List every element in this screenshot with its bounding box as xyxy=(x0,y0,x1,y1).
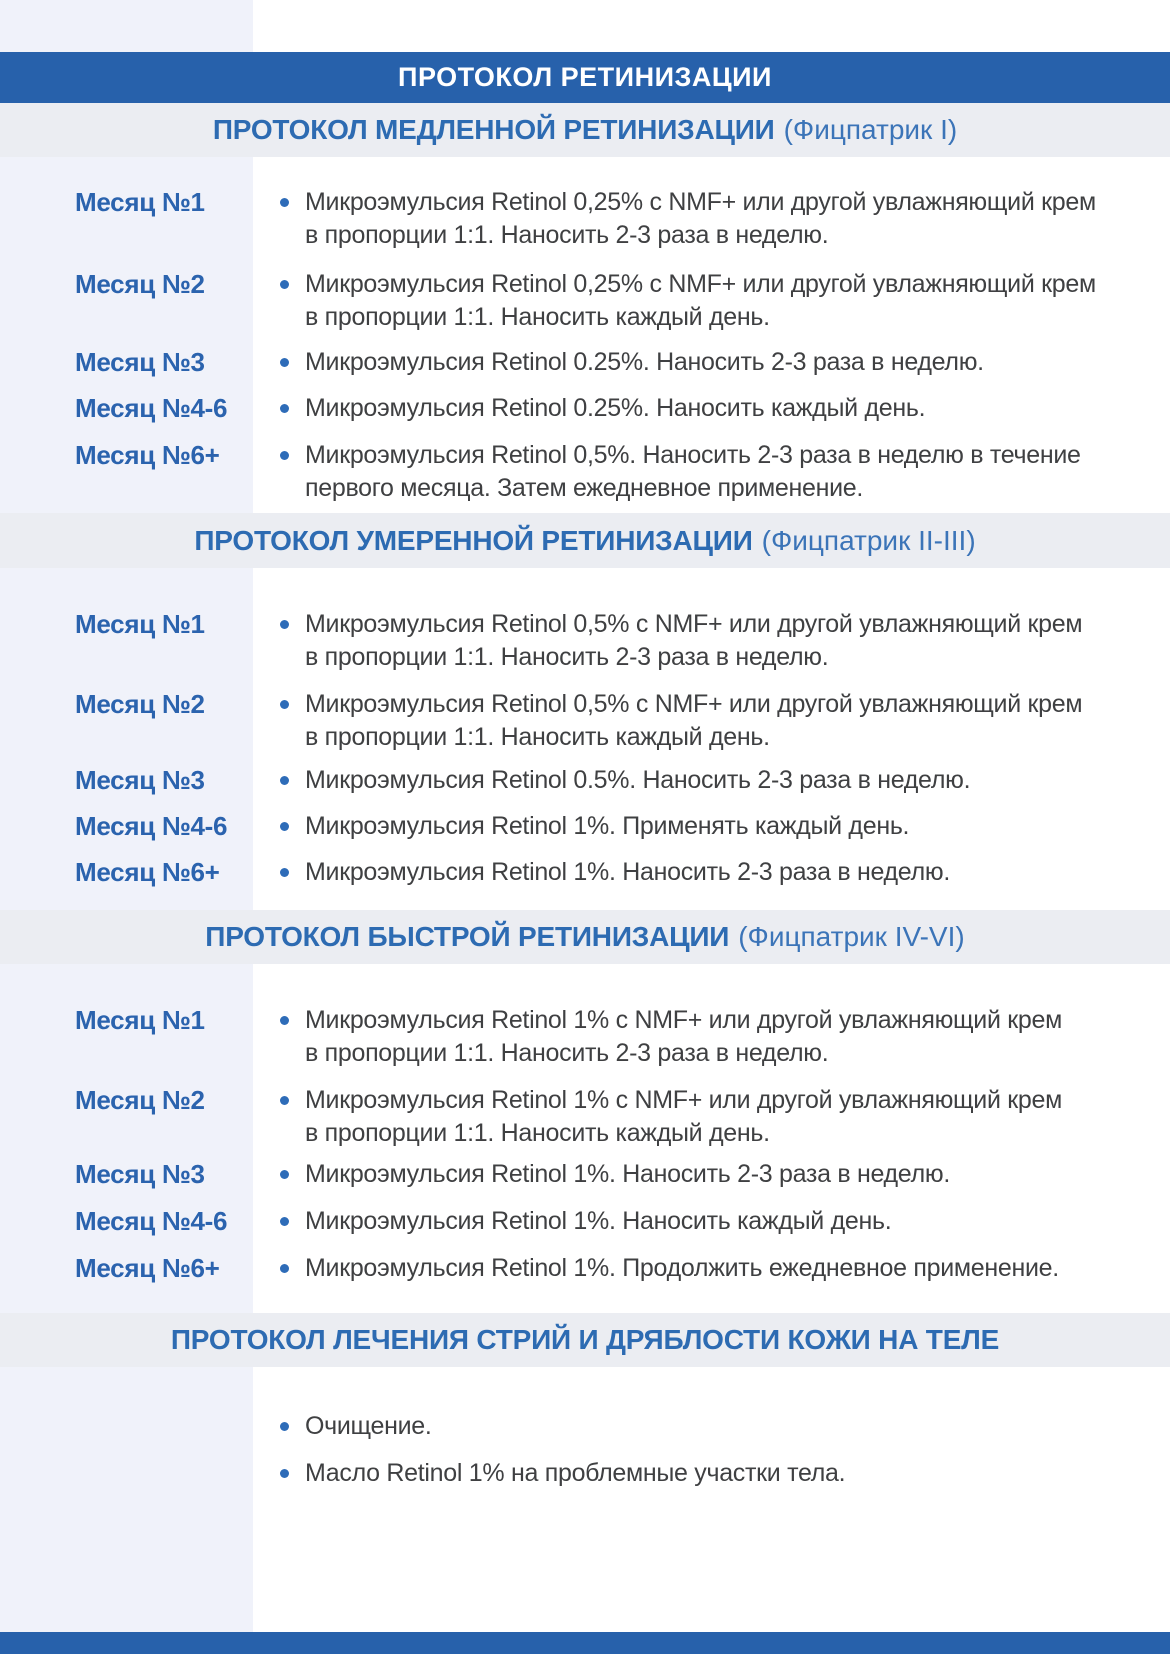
section-band-moderate: ПРОТОКОЛ УМЕРЕННОЙ РЕТИНИЗАЦИИ (Фицпатри… xyxy=(0,513,1170,568)
protocol-item-text: Микроэмульсия Retinol 1%. Продолжить еже… xyxy=(305,1254,1059,1282)
protocol-item-text: Микроэмульсия Retinol 0.5%. Наносить 2-3… xyxy=(305,766,971,794)
month-label: Месяц №1 xyxy=(75,1005,205,1035)
protocol-item-text: Микроэмульсия Retinol 0,25% с NMF+ или д… xyxy=(305,188,1096,249)
bullet-icon xyxy=(280,1096,289,1105)
month-label: Месяц №1 xyxy=(75,187,205,217)
bullet-icon xyxy=(280,198,289,207)
section-title-slow: ПРОТОКОЛ МЕДЛЕННОЙ РЕТИНИЗАЦИИ xyxy=(212,114,775,145)
protocol-item-text: Микроэмульсия Retinol 1% с NMF+ или друг… xyxy=(305,1086,1063,1147)
protocol-item-text: Микроэмульсия Retinol 0,5% с NMF+ или др… xyxy=(305,690,1083,751)
bullet-icon xyxy=(280,620,289,629)
protocol-item-text: Микроэмульсия Retinol 1%. Наносить кажды… xyxy=(305,1207,892,1235)
section-band-slow: ПРОТОКОЛ МЕДЛЕННОЙ РЕТИНИЗАЦИИ (Фицпатри… xyxy=(0,103,1170,157)
month-label: Месяц №4-6 xyxy=(75,1206,228,1236)
section-note-moderate: (Фицпатрик II-III) xyxy=(761,524,976,556)
section-note-fast: (Фицпатрик IV-VI) xyxy=(738,921,965,952)
protocol-item-text: Очищение. xyxy=(305,1412,432,1440)
protocol-item-text: Микроэмульсия Retinol 0.25%. Наносить 2-… xyxy=(305,348,984,376)
protocol-item-text: Микроэмульсия Retinol 0,5%. Наносить 2-3… xyxy=(305,441,1081,502)
bullet-icon xyxy=(280,280,289,289)
month-label: Месяц №4-6 xyxy=(75,393,228,423)
bullet-icon xyxy=(280,404,289,413)
month-label: Месяц №6+ xyxy=(75,440,220,470)
month-label: Месяц №6+ xyxy=(75,857,220,887)
bullet-icon xyxy=(280,1217,289,1226)
protocol-item-text: Микроэмульсия Retinol 1% с NMF+ или друг… xyxy=(305,1006,1063,1067)
bullet-icon xyxy=(280,1264,289,1273)
protocol-item-text: Микроэмульсия Retinol 0,25% с NMF+ или д… xyxy=(305,270,1096,331)
page-title: ПРОТОКОЛ РЕТИНИЗАЦИИ xyxy=(398,62,772,92)
section-band-body: ПРОТОКОЛ ЛЕЧЕНИЯ СТРИЙ И ДРЯБЛОСТИ КОЖИ … xyxy=(0,1313,1170,1367)
footer-bar xyxy=(0,1632,1170,1654)
protocol-item-text: Микроэмульсия Retinol 1%. Наносить 2-3 р… xyxy=(305,1160,950,1188)
protocol-item-text: Масло Retinol 1% на проблемные участки т… xyxy=(305,1459,846,1487)
bullet-icon xyxy=(280,451,289,460)
month-label: Месяц №2 xyxy=(75,1085,205,1115)
section-title-body: ПРОТОКОЛ ЛЕЧЕНИЯ СТРИЙ И ДРЯБЛОСТИ КОЖИ … xyxy=(170,1324,1000,1355)
left-column-background xyxy=(0,0,253,1650)
bullet-icon xyxy=(280,700,289,709)
protocol-item-text: Микроэмульсия Retinol 1%. Применять кажд… xyxy=(305,812,910,840)
protocol-item-text: Микроэмульсия Retinol 1%. Наносить 2-3 р… xyxy=(305,858,950,886)
bullet-icon xyxy=(280,822,289,831)
bullet-icon xyxy=(280,358,289,367)
header-bar: ПРОТОКОЛ РЕТИНИЗАЦИИ xyxy=(0,52,1170,103)
section-title-fast: ПРОТОКОЛ БЫСТРОЙ РЕТИНИЗАЦИИ xyxy=(205,921,730,952)
section-note-slow: (Фицпатрик I) xyxy=(783,114,958,145)
section-band-fast: ПРОТОКОЛ БЫСТРОЙ РЕТИНИЗАЦИИ (Фицпатрик … xyxy=(0,910,1170,964)
bullet-icon xyxy=(280,868,289,877)
bullet-icon xyxy=(280,1170,289,1179)
month-label: Месяц №1 xyxy=(75,609,205,639)
section-title-moderate: ПРОТОКОЛ УМЕРЕННОЙ РЕТИНИЗАЦИИ xyxy=(194,524,753,556)
month-label: Месяц №2 xyxy=(75,269,205,299)
month-label: Месяц №6+ xyxy=(75,1253,220,1283)
protocol-item-text: Микроэмульсия Retinol 0,5% с NMF+ или др… xyxy=(305,610,1083,671)
month-label: Месяц №4-6 xyxy=(75,811,228,841)
bullet-icon xyxy=(280,776,289,785)
bullet-icon xyxy=(280,1016,289,1025)
month-label: Месяц №3 xyxy=(75,1159,205,1189)
bullet-icon xyxy=(280,1422,289,1431)
protocol-item-text: Микроэмульсия Retinol 0.25%. Наносить ка… xyxy=(305,394,926,422)
month-label: Месяц №2 xyxy=(75,689,205,719)
month-label: Месяц №3 xyxy=(75,765,205,795)
bullet-icon xyxy=(280,1469,289,1478)
month-label: Месяц №3 xyxy=(75,347,205,377)
